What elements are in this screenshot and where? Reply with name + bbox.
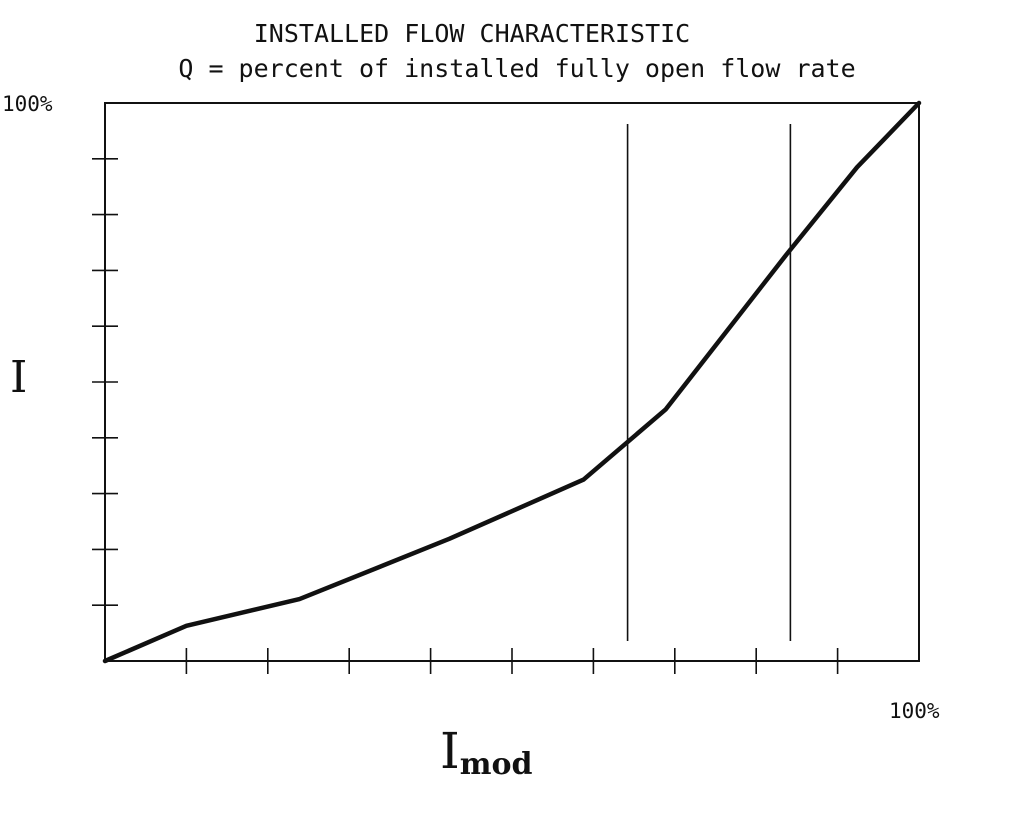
x-axis-label-main: I — [440, 722, 460, 780]
series-line-1 — [102, 100, 922, 664]
x-axis-ticks — [185, 648, 839, 674]
plot-frame — [104, 102, 920, 662]
x-axis-max-label: 100% — [889, 699, 940, 723]
y-axis-label: I — [10, 352, 27, 403]
x-axis-label-subscript: mod — [460, 747, 533, 782]
chart-subtitle: Q = percent of installed fully open flow… — [178, 54, 855, 83]
x-axis-label: Imod — [440, 722, 533, 782]
chart-title: INSTALLED FLOW CHARACTERISTIC — [254, 19, 691, 48]
y-axis-max-label: 100% — [2, 92, 53, 116]
series-group — [102, 100, 922, 664]
y-axis-ticks — [92, 158, 118, 607]
vertical-markers — [626, 124, 792, 641]
